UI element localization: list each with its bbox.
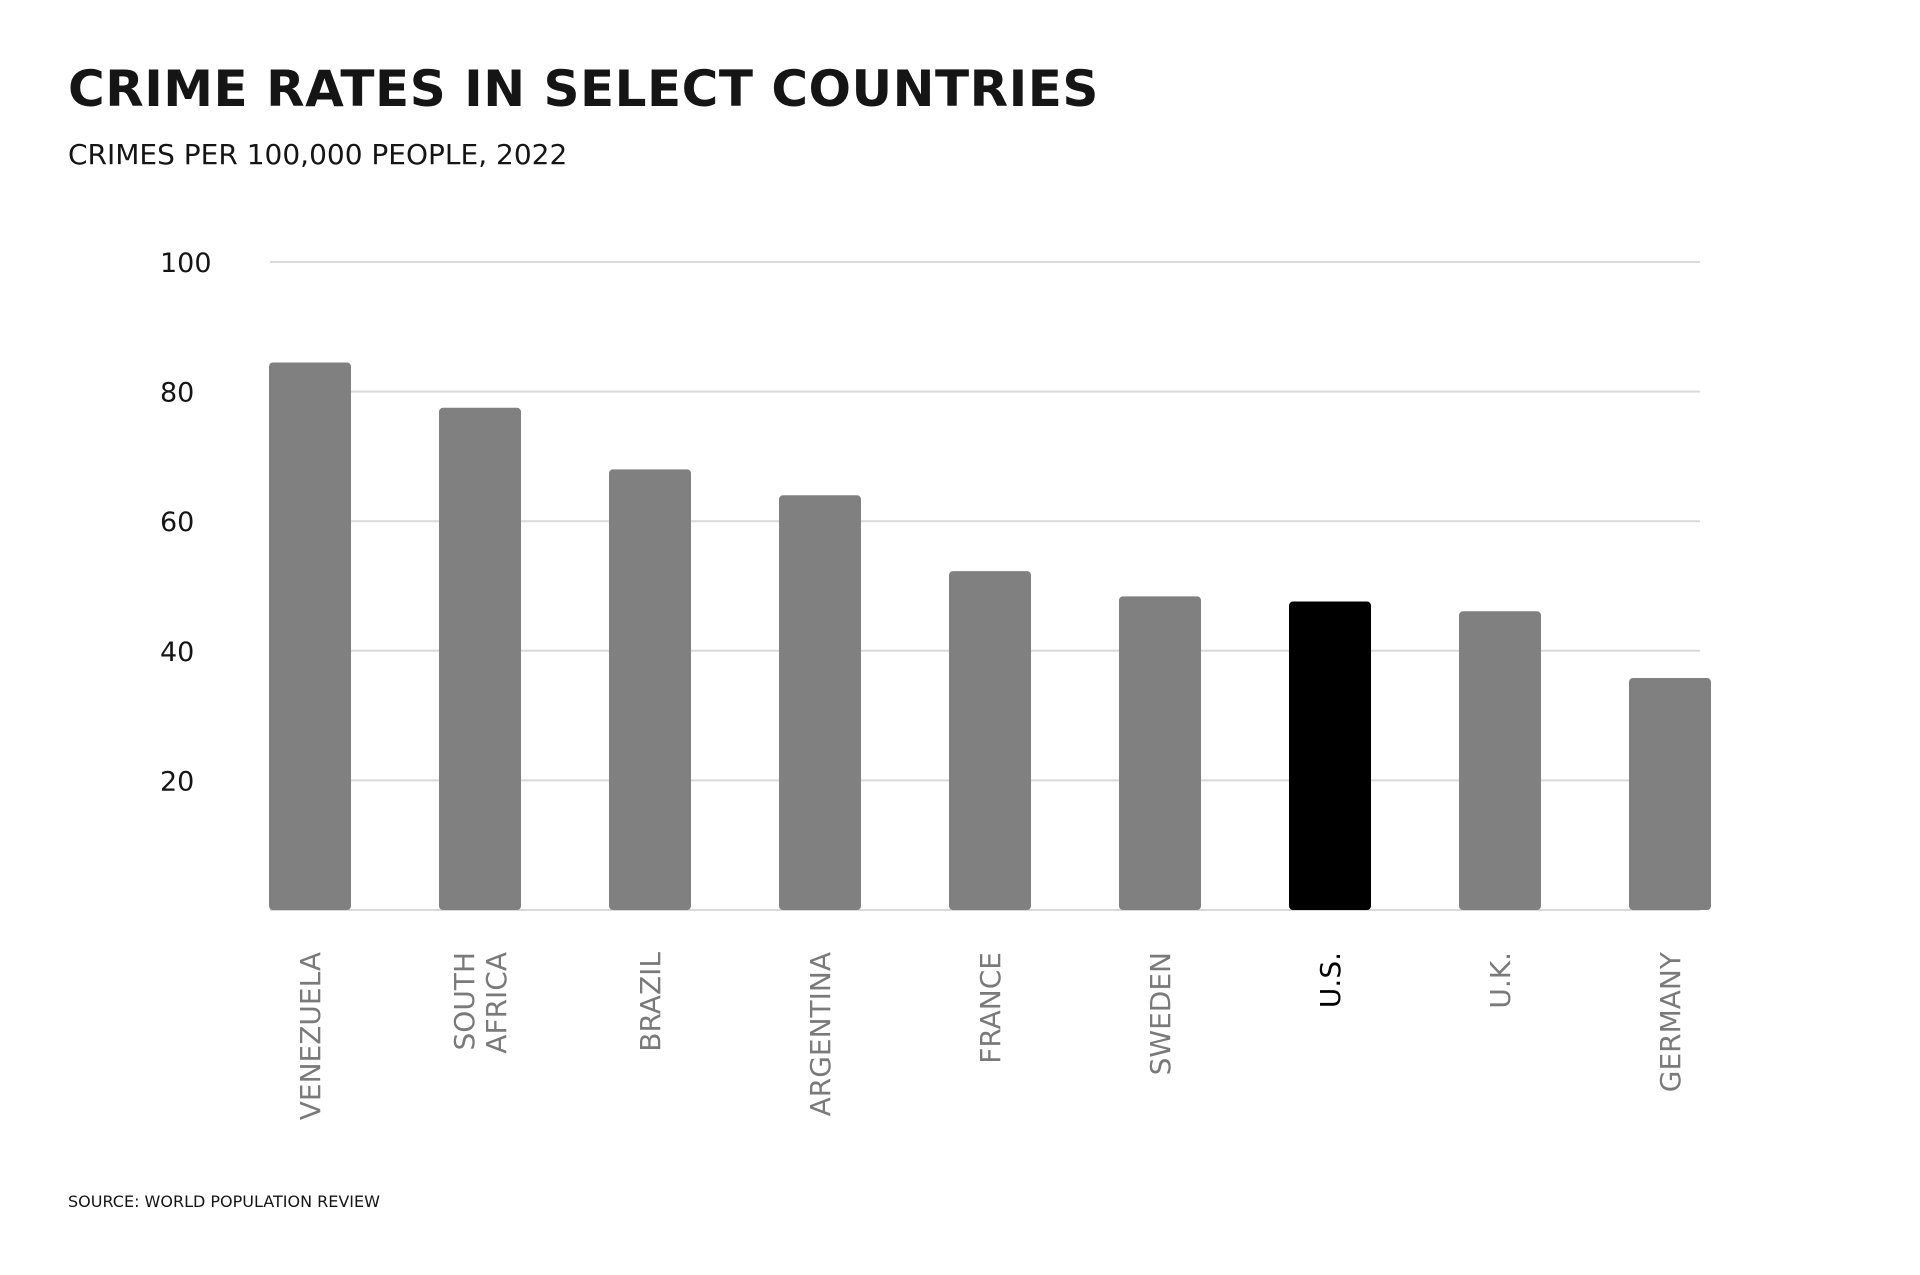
y-tick-label: 20 [160, 766, 194, 797]
y-tick-label: 60 [160, 507, 194, 538]
x-category-label-line: U.K. [1484, 952, 1517, 1009]
x-category-label-line: BRAZIL [634, 952, 667, 1052]
x-axis-labels: VENEZUELA SOUTHAFRICA BRAZIL ARGENTINA FRANC… [294, 951, 1687, 1120]
x-category-label-line: AFRICA [480, 952, 513, 1054]
bar-highlighted [1289, 601, 1371, 910]
bar [1119, 596, 1201, 910]
bar [609, 469, 691, 910]
x-category-label: ARGENTINA [804, 952, 837, 1116]
source-note: SOURCE: WORLD POPULATION REVIEW [68, 1192, 380, 1211]
chart-subtitle: CRIMES PER 100,000 PEOPLE, 2022 [68, 138, 568, 171]
x-category-label-line: VENEZUELA [294, 952, 327, 1120]
x-category-label-line: U.S. [1314, 952, 1347, 1008]
x-category-label: GERMANY [1654, 951, 1687, 1092]
x-category-label: U.K. [1484, 952, 1517, 1009]
x-category-label-line: FRANCE [974, 952, 1007, 1064]
y-tick-label: 100 [160, 248, 212, 279]
x-category-label: SOUTHAFRICA [448, 952, 513, 1054]
chart-title: CRIME RATES IN SELECT COUNTRIES [68, 60, 1099, 118]
x-category-label: VENEZUELA [294, 952, 327, 1120]
x-category-label: FRANCE [974, 952, 1007, 1064]
bar [949, 571, 1031, 910]
x-category-label-line: SOUTH [448, 952, 481, 1050]
y-tick-label: 80 [160, 378, 194, 409]
x-category-label: U.S. [1314, 952, 1347, 1008]
x-category-label-line: SWEDEN [1144, 952, 1177, 1075]
bar [1459, 611, 1541, 910]
x-category-label: BRAZIL [634, 952, 667, 1052]
bar [269, 362, 351, 910]
bar [439, 407, 521, 910]
x-category-label-line: ARGENTINA [804, 952, 837, 1116]
x-category-label: SWEDEN [1144, 952, 1177, 1075]
bar-chart: 20 40 60 80 100 VENEZUELA SOUTHAFRICA BRAZIL AR… [160, 248, 1711, 1120]
y-axis-ticks: 20 40 60 80 100 [160, 248, 212, 797]
y-tick-label: 40 [160, 637, 194, 668]
bars [269, 362, 1711, 910]
bar [1629, 678, 1711, 910]
x-category-label-line: GERMANY [1654, 951, 1687, 1092]
bar [779, 495, 861, 910]
